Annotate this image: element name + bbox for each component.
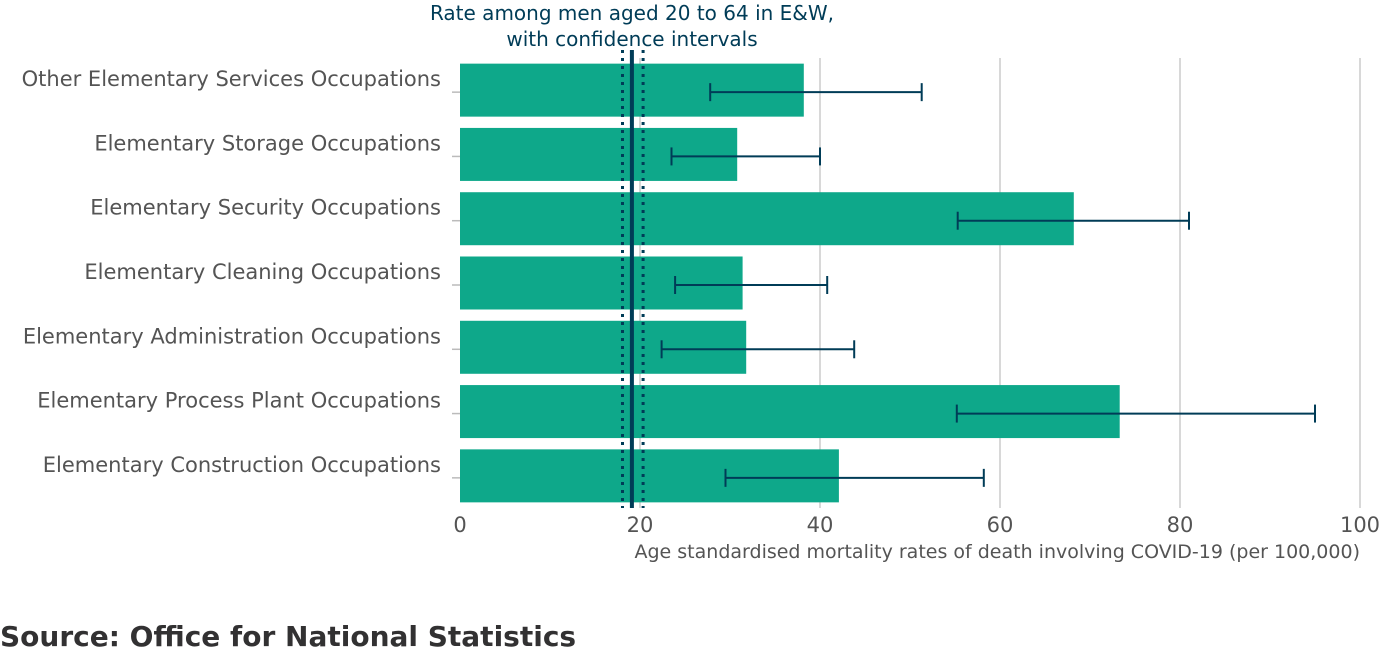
bars (460, 63, 1120, 503)
gridlines (639, 58, 1361, 508)
x-tick-label: 20 (627, 513, 654, 537)
x-axis-title: Age standardised mortality rates of deat… (635, 541, 1361, 563)
bar (460, 192, 1074, 246)
category-label: Elementary Process Plant Occupations (37, 389, 441, 413)
x-tick-label: 0 (453, 513, 466, 537)
category-label: Other Elementary Services Occupations (22, 67, 441, 91)
category-label: Elementary Cleaning Occupations (84, 260, 441, 284)
x-axis-tick-labels: 0 20 40 60 80 100 (453, 513, 1380, 537)
x-tick-label: 80 (1167, 513, 1194, 537)
x-tick-label: 100 (1340, 513, 1380, 537)
bar (460, 256, 743, 310)
category-labels: Other Elementary Services Occupations Ele… (22, 67, 460, 479)
reference-line-label-line-1: Rate among men aged 20 to 64 in E&W, (430, 1, 834, 25)
category-label: Elementary Security Occupations (90, 196, 441, 220)
reference-line (621, 50, 645, 508)
bar (460, 320, 747, 374)
x-tick-label: 60 (987, 513, 1014, 537)
error-bars (660, 83, 1316, 487)
reference-line-label-line-2: with confidence intervals (506, 27, 757, 51)
x-tick-label: 40 (807, 513, 834, 537)
chart: Other Elementary Services Occupations Ele… (22, 1, 1380, 563)
category-label: Elementary Storage Occupations (94, 131, 441, 155)
bar (460, 449, 839, 503)
bar (460, 127, 738, 181)
category-label: Elementary Administration Occupations (23, 324, 441, 348)
bar (460, 385, 1120, 439)
category-label: Elementary Construction Occupations (43, 453, 441, 477)
source-note: Source: Office for National Statistics (0, 620, 577, 653)
